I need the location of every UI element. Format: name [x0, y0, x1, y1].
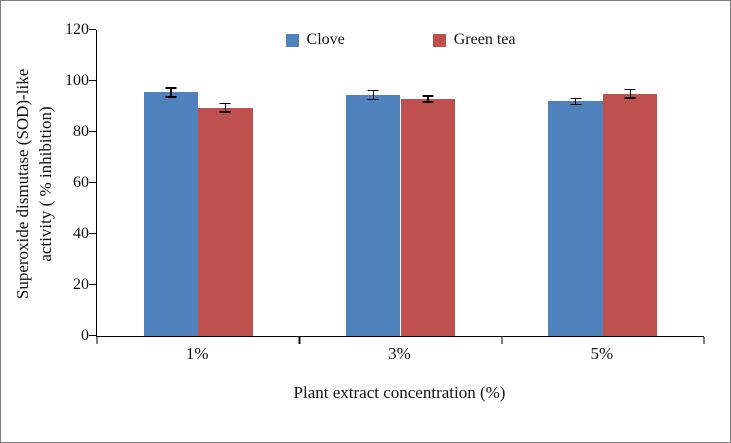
bar-clove — [345, 95, 401, 336]
error-bar — [165, 87, 177, 98]
error-bar-cap-bottom — [367, 98, 379, 101]
error-bar-cap-top — [219, 102, 231, 105]
error-bar-line — [372, 89, 374, 101]
error-bar — [219, 102, 231, 113]
bar-green-tea — [602, 93, 658, 336]
y-tick-mark — [89, 334, 96, 336]
y-tick-label: 40 — [73, 225, 89, 242]
error-bar-cap-top — [165, 87, 177, 89]
y-tick-label: 100 — [65, 72, 89, 89]
error-bar-cap-bottom — [624, 97, 636, 99]
error-bar — [624, 88, 636, 99]
plot-area: Clove Green tea — [89, 28, 705, 344]
error-bar-line — [629, 88, 631, 99]
error-bar-cap-bottom — [570, 103, 582, 106]
x-axis-title: Plant extract concentration (%) — [293, 383, 506, 402]
legend-swatch-green-tea — [432, 33, 446, 47]
y-tick-label: 0 — [81, 327, 89, 344]
legend-item-green-tea: Green tea — [432, 31, 516, 49]
error-bar-line — [427, 95, 429, 103]
error-bar-cap-bottom — [219, 111, 231, 113]
x-category-label: 3% — [388, 344, 411, 363]
bar-green-tea — [400, 98, 456, 336]
x-category-label: 1% — [185, 344, 209, 363]
y-axis-ticks: 0 20 40 60 80 100 120 — [31, 21, 89, 344]
y-tick-mark — [89, 283, 96, 285]
error-bar-cap-top — [570, 97, 582, 100]
error-bar — [422, 95, 434, 103]
error-bar-cap-top — [367, 89, 379, 92]
error-bar-cap-top — [422, 95, 434, 97]
y-tick-label: 120 — [65, 21, 89, 38]
y-axis-title-line1: Superoxide dismutase (SOD)-like — [13, 68, 33, 300]
legend-swatch-clove — [285, 33, 299, 47]
error-bar-cap-bottom — [422, 101, 434, 103]
legend-label-green-tea: Green tea — [453, 31, 516, 48]
y-tick-label: 60 — [73, 174, 89, 191]
error-bar-cap-top — [624, 88, 636, 91]
error-bar-line — [170, 87, 172, 98]
error-bar — [367, 89, 379, 101]
bar-green-tea — [198, 107, 253, 336]
legend-item-clove: Clove — [285, 31, 345, 49]
x-tick-mark — [298, 337, 301, 344]
y-tick-mark — [89, 232, 96, 234]
y-tick-mark — [89, 79, 96, 81]
bar-clove — [143, 92, 199, 336]
y-tick-mark — [89, 181, 96, 183]
bars-container — [97, 30, 704, 336]
y-tick-label: 80 — [73, 123, 89, 140]
error-bar-line — [575, 97, 577, 106]
x-category-label: 5% — [590, 344, 614, 363]
x-tick-mark — [703, 337, 705, 344]
x-tick-mark — [96, 337, 98, 344]
error-bar — [570, 97, 582, 106]
y-tick-mark — [89, 28, 96, 30]
legend-label-clove: Clove — [306, 31, 345, 48]
error-bar-cap-bottom — [165, 96, 177, 98]
y-tick-mark — [89, 130, 96, 132]
y-tick-label: 20 — [73, 276, 89, 293]
bar-clove — [548, 101, 603, 336]
error-bar-line — [224, 102, 227, 113]
legend: Clove Green tea — [97, 31, 704, 49]
x-category-labels: 1% 3% 5% — [96, 344, 703, 368]
x-tick-mark — [501, 337, 503, 344]
